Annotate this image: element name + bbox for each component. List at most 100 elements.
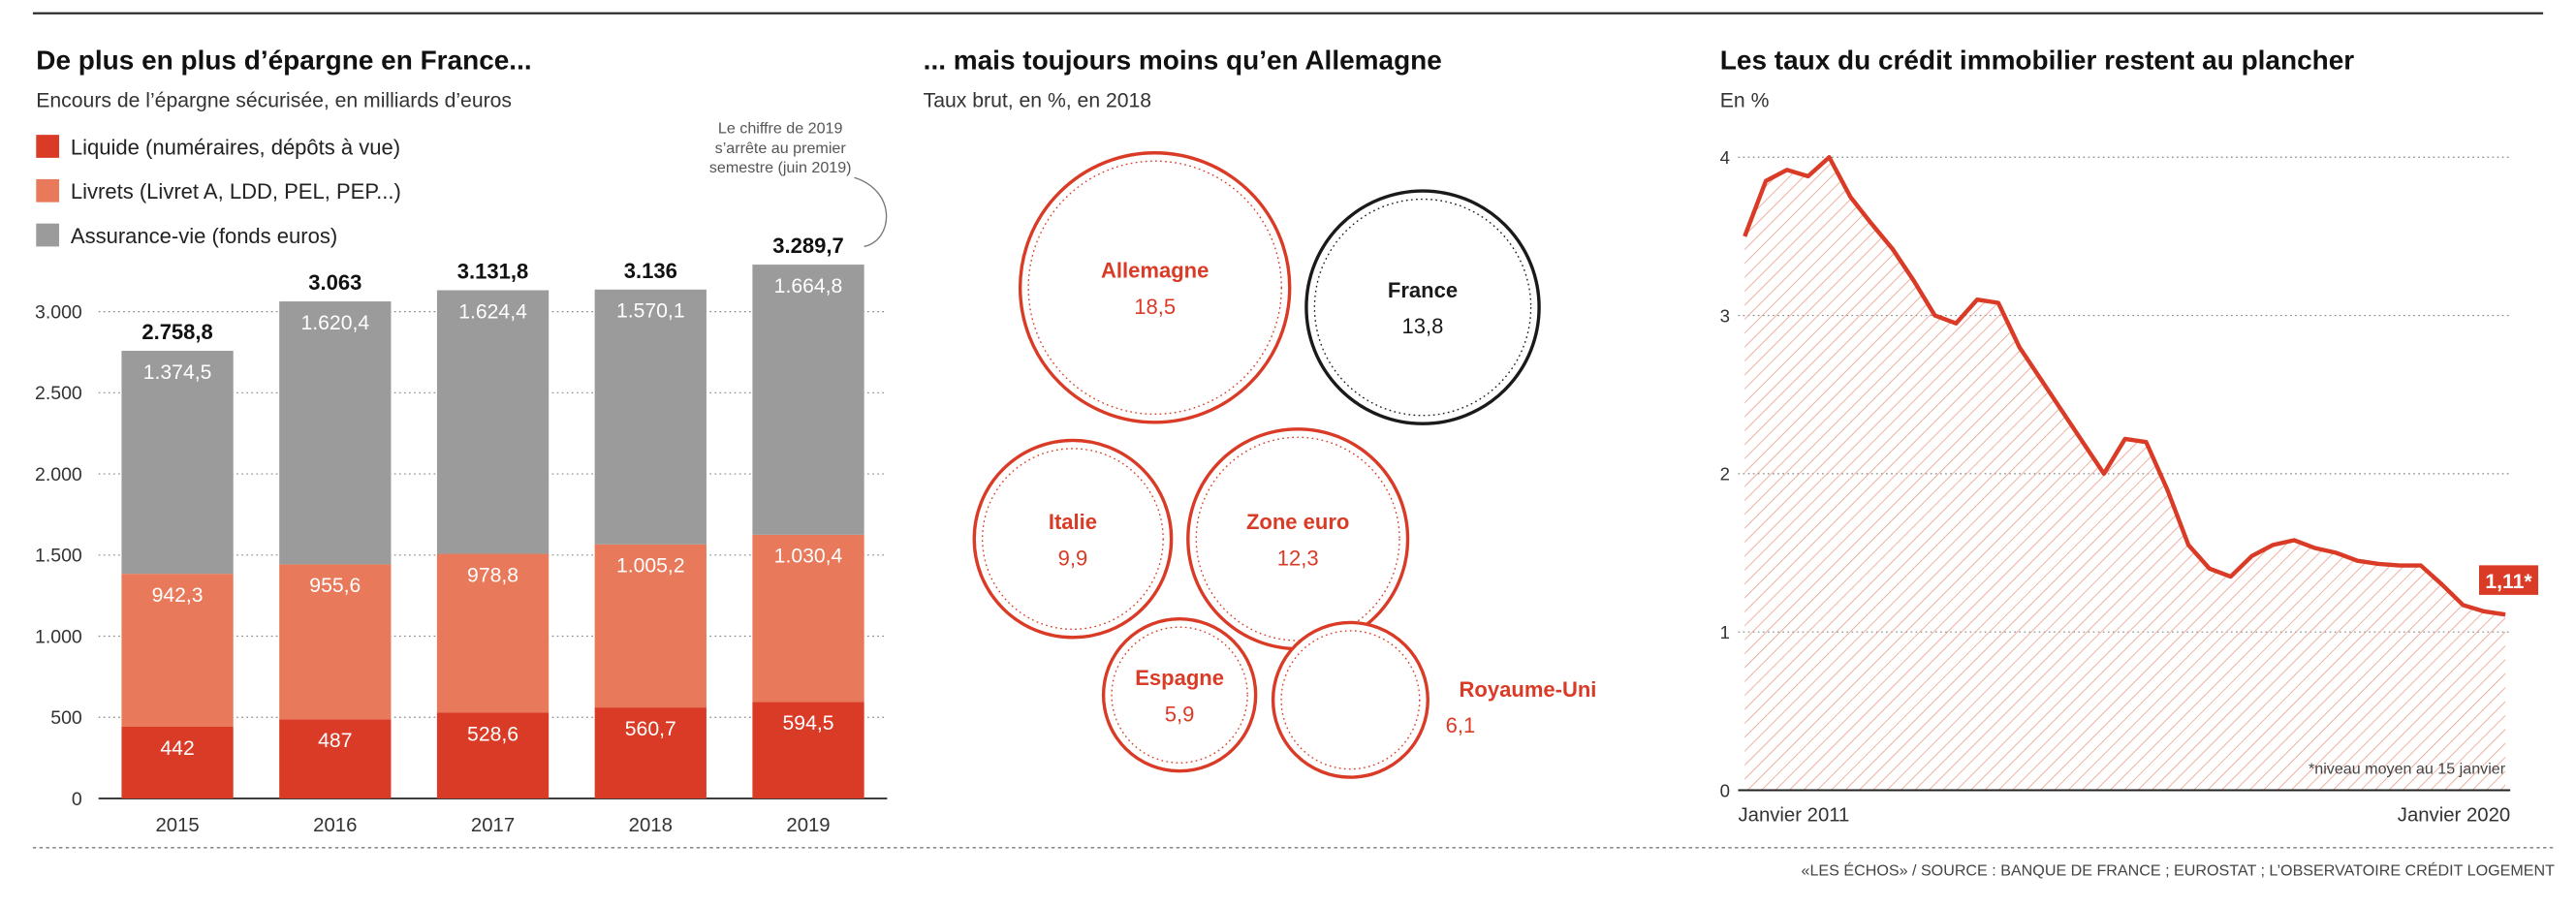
x-tick-label: Janvier 2011 <box>1738 805 1849 827</box>
bubble-label: Italie <box>1049 510 1097 534</box>
annotation: semestre (juin 2019) <box>709 159 852 176</box>
bar-segment <box>594 707 707 798</box>
chart-title: De plus en plus d’épargne en France... <box>36 45 531 75</box>
annotation-pointer <box>854 176 888 248</box>
legend-label: Assurance-vie (fonds euros) <box>71 224 337 248</box>
annotation: Le chiffre de 2019 <box>718 119 843 137</box>
bubble-inner <box>1111 626 1248 764</box>
line <box>1743 155 2506 617</box>
y-tick-label: 500 <box>50 707 82 729</box>
bubble-inner <box>1195 436 1400 641</box>
x-tick-label: 2016 <box>313 815 357 836</box>
y-tick-label: 0 <box>72 789 82 810</box>
y-tick-label: 4 <box>1720 147 1730 168</box>
bubble <box>1101 616 1258 773</box>
bubble-label: Allemagne <box>1101 259 1209 283</box>
x-tick-label: 2015 <box>155 815 199 836</box>
value-label: 1.624,4 <box>458 300 527 323</box>
value-label: 1.005,2 <box>616 555 685 578</box>
value-label: 1.030,4 <box>774 546 843 568</box>
bar-segment <box>436 712 550 798</box>
end-label-box <box>2478 565 2539 595</box>
y-tick-label: 1.500 <box>35 546 82 567</box>
value-label: 442 <box>160 737 194 760</box>
chart-subtitle: Taux brut, en %, en 2018 <box>924 89 1151 111</box>
bubble-inner <box>1280 630 1421 770</box>
bar-segment <box>594 544 707 708</box>
legend-swatch <box>36 178 60 203</box>
chart-title: ... mais toujours moins qu’en Allemagne <box>924 45 1442 75</box>
legend-label: Livrets (Livret A, LDD, PEL, PEP...) <box>71 179 401 203</box>
footer-source: «LES ÉCHOS» / SOURCE : BANQUE DE FRANCE … <box>1802 861 2556 880</box>
bar-segment <box>436 290 550 554</box>
bar-segment <box>121 350 234 575</box>
value-label: 1.374,5 <box>143 361 212 384</box>
value-label: 487 <box>318 730 352 752</box>
y-tick-label: 0 <box>1720 780 1730 800</box>
x-tick-label: Janvier 2020 <box>2398 805 2510 827</box>
y-tick-label: 3 <box>1720 305 1730 326</box>
total-label: 3.131,8 <box>457 260 528 284</box>
value-label: 594,5 <box>783 712 834 735</box>
value-label: 942,3 <box>152 584 204 607</box>
total-label: 3.289,7 <box>772 234 843 258</box>
bar-segment <box>594 289 707 545</box>
bubble <box>1304 189 1541 425</box>
end-label: 1,11* <box>2485 571 2532 593</box>
x-tick-label: 2018 <box>629 815 673 836</box>
legend-swatch <box>36 223 60 247</box>
chart-subtitle: En % <box>1720 89 1770 111</box>
bar-segment <box>752 534 864 703</box>
chart-subtitle: Encours de l’épargne sécurisée, en milli… <box>36 89 512 111</box>
annotation: s’arrête au premier <box>715 140 847 157</box>
value-label: 528,6 <box>467 723 518 745</box>
bar-segment <box>279 564 392 720</box>
bubble <box>1018 151 1292 424</box>
y-tick-label: 1 <box>1720 622 1730 642</box>
bubble-value: 13,8 <box>1402 314 1444 338</box>
value-label: 978,8 <box>467 564 518 586</box>
bubble-label: Royaume-Uni <box>1460 677 1597 702</box>
bar-segment <box>436 553 550 713</box>
bubble-label: Zone euro <box>1246 510 1349 534</box>
value-label: 1.570,1 <box>616 300 685 323</box>
x-tick-label: 2017 <box>471 815 515 836</box>
bubble-value: 9,9 <box>1058 546 1088 570</box>
bubble-inner <box>982 448 1164 631</box>
bubble <box>1271 620 1429 779</box>
value-label: 1.620,4 <box>300 312 369 334</box>
bubble-inner <box>1027 160 1282 416</box>
y-tick-label: 2.500 <box>35 383 82 404</box>
total-label: 3.063 <box>308 270 361 295</box>
bubble-value: 5,9 <box>1165 702 1195 726</box>
annotation: *niveau moyen au 15 janvier <box>2309 761 2506 778</box>
value-label: 560,7 <box>625 718 676 740</box>
bar-segment <box>752 265 864 535</box>
value-label: 1.664,8 <box>774 275 843 297</box>
bar-segment <box>752 702 864 798</box>
total-label: 2.758,8 <box>141 320 212 344</box>
bubble-label: France <box>1388 278 1458 302</box>
legend-swatch <box>36 135 60 158</box>
bubble-value: 12,3 <box>1277 546 1319 570</box>
bubble-value: 6,1 <box>1446 713 1476 737</box>
x-tick-label: 2019 <box>786 815 830 836</box>
value-label: 955,6 <box>309 575 361 597</box>
bar-segment <box>279 719 392 798</box>
bubble-inner <box>1313 198 1532 417</box>
bubble <box>972 438 1174 640</box>
y-tick-label: 1.000 <box>35 626 82 647</box>
y-tick-label: 2.000 <box>35 464 82 485</box>
chart-title: Les taux du crédit immobilier restent au… <box>1720 45 2354 75</box>
y-tick-label: 2 <box>1720 464 1730 485</box>
area <box>1744 157 2506 791</box>
legend-label: Liquide (numéraires, dépôts à vue) <box>71 135 400 159</box>
y-tick-label: 3.000 <box>35 301 82 323</box>
bar-segment <box>121 574 234 727</box>
total-label: 3.136 <box>624 259 677 283</box>
bar-segment <box>121 726 234 798</box>
bubble-label: Espagne <box>1135 666 1224 690</box>
bubble-value: 18,5 <box>1134 295 1176 319</box>
